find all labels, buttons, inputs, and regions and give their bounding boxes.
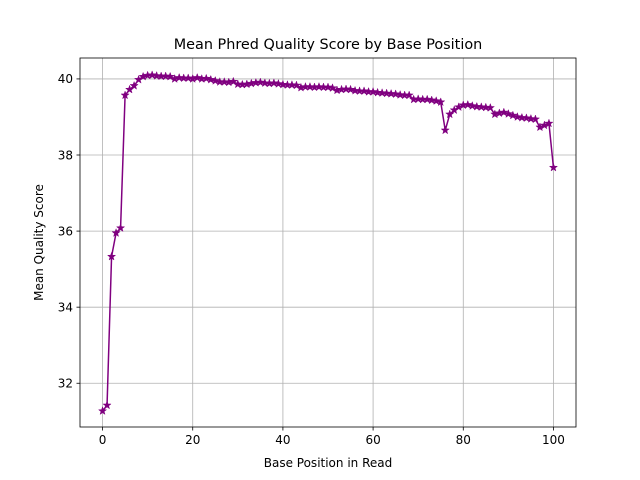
data-point-marker <box>481 102 491 112</box>
data-point-marker <box>472 101 482 111</box>
data-point-marker <box>544 118 554 128</box>
data-point-marker <box>219 77 230 86</box>
data-point-marker <box>390 89 401 99</box>
data-point-marker <box>377 88 387 98</box>
data-point-marker <box>305 81 315 91</box>
x-axis-label: Base Position in Read <box>264 456 392 470</box>
series-markers <box>97 70 559 416</box>
data-point-marker <box>350 85 360 95</box>
data-point-marker <box>314 81 324 91</box>
series-line-group <box>101 74 555 412</box>
data-point-marker <box>404 90 414 100</box>
data-point-marker <box>291 80 302 90</box>
series-line <box>101 74 555 412</box>
data-point-marker <box>106 251 117 261</box>
data-point-marker <box>260 78 270 88</box>
data-point-marker <box>508 110 518 120</box>
data-point-marker <box>422 94 432 104</box>
data-point-marker <box>413 94 423 104</box>
y-tick-label: 32 <box>58 377 73 391</box>
y-tick-label: 40 <box>58 72 73 86</box>
data-point-marker <box>151 70 162 80</box>
data-point-marker <box>359 86 369 96</box>
data-point-marker <box>278 79 288 89</box>
data-point-marker <box>521 113 532 123</box>
data-point-marker <box>174 72 184 82</box>
data-point-marker <box>147 70 157 80</box>
data-point-marker <box>287 80 297 90</box>
y-tick-label: 34 <box>58 300 73 314</box>
data-point-marker <box>499 107 509 117</box>
data-point-marker <box>372 87 383 97</box>
data-point-marker <box>476 102 487 112</box>
data-point-marker <box>273 78 284 88</box>
data-point-marker <box>255 77 266 87</box>
data-point-marker <box>512 112 523 121</box>
data-point-marker <box>503 108 514 118</box>
data-point-marker <box>517 112 527 122</box>
data-point-marker <box>183 73 193 83</box>
data-point-marker <box>426 95 437 105</box>
x-axis-ticks: 0 20 40 60 80 100 <box>99 427 565 447</box>
data-point-marker <box>327 83 338 93</box>
data-point-marker <box>463 99 473 109</box>
data-point-marker <box>97 406 108 416</box>
x-tick-label: 40 <box>275 433 290 447</box>
data-point-marker <box>485 102 496 112</box>
data-point-marker <box>526 113 536 123</box>
data-point-marker <box>111 228 121 237</box>
data-point-marker <box>530 114 541 124</box>
data-point-marker <box>431 96 441 105</box>
chart-title: Mean Phred Quality Score by Base Positio… <box>174 37 483 53</box>
data-point-marker <box>467 100 478 110</box>
plot-frame <box>79 57 577 428</box>
x-tick-label: 80 <box>456 433 471 447</box>
data-point-marker <box>115 223 126 233</box>
data-point-marker <box>160 71 171 81</box>
data-point-marker <box>386 88 396 98</box>
y-tick-label: 36 <box>58 224 73 238</box>
data-point-marker <box>381 88 392 98</box>
data-point-marker <box>120 90 130 100</box>
data-point-marker <box>192 72 202 82</box>
data-point-marker <box>206 74 216 84</box>
data-point-marker <box>345 84 356 94</box>
data-point-marker <box>228 76 239 86</box>
x-tick-label: 0 <box>99 433 107 447</box>
y-axis-label: Mean Quality Score <box>32 184 46 301</box>
data-point-marker <box>548 162 559 172</box>
data-point-marker <box>102 400 112 410</box>
y-axis-ticks: 32 34 36 38 40 <box>58 72 80 391</box>
data-point-marker <box>210 75 220 85</box>
data-point-marker <box>440 125 450 135</box>
data-point-marker <box>395 89 405 99</box>
data-point-marker <box>341 84 351 94</box>
y-tick-label: 38 <box>58 148 73 162</box>
data-point-marker <box>368 86 378 96</box>
data-point-marker <box>269 78 279 88</box>
data-point-marker <box>323 82 333 92</box>
data-point-marker <box>436 97 446 107</box>
x-tick-label: 100 <box>542 433 565 447</box>
data-point-marker <box>201 73 211 83</box>
data-point-marker <box>165 71 175 81</box>
x-tick-label: 20 <box>185 433 200 447</box>
data-point-marker <box>129 80 139 90</box>
data-point-marker <box>233 79 243 89</box>
x-tick-label: 60 <box>365 433 380 447</box>
